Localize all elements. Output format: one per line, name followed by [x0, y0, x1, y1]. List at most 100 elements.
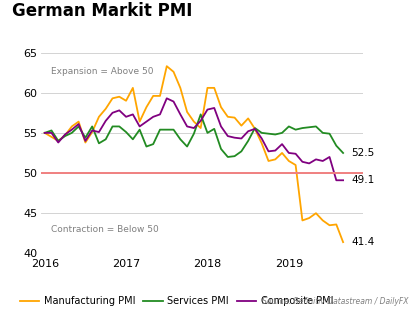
- Services PMI: [191, 132, 196, 136]
- Manufacturing PMI: [76, 120, 81, 124]
- Services PMI: [69, 131, 74, 135]
- Services PMI: [266, 132, 271, 136]
- Text: German Markit PMI: German Markit PMI: [12, 2, 193, 19]
- Composite PMI: [198, 119, 203, 123]
- Manufacturing PMI: [62, 133, 67, 137]
- Services PMI: [171, 128, 176, 132]
- Services PMI: [83, 136, 88, 140]
- Services PMI: [252, 126, 257, 130]
- Composite PMI: [56, 141, 61, 144]
- Services PMI: [164, 128, 169, 132]
- Composite PMI: [300, 160, 305, 164]
- Manufacturing PMI: [259, 142, 264, 145]
- Composite PMI: [157, 112, 162, 116]
- Services PMI: [42, 131, 47, 135]
- Composite PMI: [320, 159, 325, 163]
- Text: 52.5: 52.5: [351, 148, 375, 158]
- Composite PMI: [212, 106, 217, 110]
- Manufacturing PMI: [300, 218, 305, 222]
- Services PMI: [178, 138, 183, 141]
- Text: 41.4: 41.4: [351, 237, 375, 247]
- Manufacturing PMI: [56, 139, 61, 143]
- Services PMI: [62, 134, 67, 138]
- Services PMI: [286, 125, 291, 128]
- Manufacturing PMI: [171, 70, 176, 74]
- Composite PMI: [151, 115, 156, 119]
- Composite PMI: [185, 125, 190, 128]
- Manufacturing PMI: [218, 105, 223, 109]
- Services PMI: [131, 138, 135, 141]
- Services PMI: [327, 132, 332, 136]
- Legend: Manufacturing PMI, Services PMI, Composite PMI: Manufacturing PMI, Services PMI, Composi…: [16, 292, 337, 309]
- Services PMI: [144, 145, 149, 148]
- Services PMI: [212, 127, 217, 131]
- Manufacturing PMI: [334, 222, 339, 226]
- Composite PMI: [191, 126, 196, 130]
- Manufacturing PMI: [137, 120, 142, 124]
- Manufacturing PMI: [191, 120, 196, 124]
- Text: Expansion = Above 50: Expansion = Above 50: [51, 66, 154, 76]
- Text: 49.1: 49.1: [351, 175, 375, 185]
- Manufacturing PMI: [307, 216, 312, 220]
- Composite PMI: [83, 139, 88, 143]
- Services PMI: [198, 112, 203, 116]
- Services PMI: [90, 125, 95, 128]
- Manufacturing PMI: [246, 116, 251, 120]
- Manufacturing PMI: [327, 223, 332, 227]
- Line: Composite PMI: Composite PMI: [45, 98, 343, 180]
- Composite PMI: [218, 125, 223, 128]
- Manufacturing PMI: [144, 105, 149, 109]
- Manufacturing PMI: [280, 151, 285, 155]
- Manufacturing PMI: [69, 125, 74, 128]
- Manufacturing PMI: [123, 99, 128, 103]
- Composite PMI: [334, 178, 339, 182]
- Composite PMI: [117, 108, 122, 112]
- Services PMI: [259, 131, 264, 135]
- Manufacturing PMI: [293, 163, 298, 167]
- Composite PMI: [205, 108, 210, 112]
- Services PMI: [341, 151, 346, 155]
- Manufacturing PMI: [90, 130, 95, 134]
- Composite PMI: [341, 178, 346, 182]
- Composite PMI: [62, 133, 67, 136]
- Composite PMI: [252, 127, 257, 131]
- Manufacturing PMI: [42, 131, 47, 135]
- Manufacturing PMI: [320, 218, 325, 222]
- Services PMI: [232, 154, 237, 158]
- Manufacturing PMI: [225, 115, 230, 119]
- Composite PMI: [273, 149, 278, 152]
- Services PMI: [307, 125, 312, 129]
- Text: Source: Refinitiv Datastream / DailyFX: Source: Refinitiv Datastream / DailyFX: [262, 297, 409, 306]
- Manufacturing PMI: [205, 86, 210, 90]
- Manufacturing PMI: [151, 94, 156, 98]
- Composite PMI: [90, 129, 95, 132]
- Manufacturing PMI: [178, 86, 183, 90]
- Manufacturing PMI: [313, 211, 318, 215]
- Services PMI: [137, 128, 142, 132]
- Services PMI: [293, 128, 298, 132]
- Composite PMI: [42, 131, 47, 135]
- Manufacturing PMI: [341, 240, 346, 244]
- Manufacturing PMI: [266, 159, 271, 163]
- Services PMI: [218, 147, 223, 151]
- Manufacturing PMI: [131, 86, 135, 90]
- Services PMI: [117, 125, 122, 128]
- Composite PMI: [164, 96, 169, 100]
- Manufacturing PMI: [110, 96, 115, 100]
- Line: Manufacturing PMI: Manufacturing PMI: [45, 66, 343, 242]
- Composite PMI: [232, 136, 237, 140]
- Composite PMI: [144, 120, 149, 124]
- Services PMI: [185, 145, 190, 148]
- Manufacturing PMI: [97, 115, 102, 119]
- Manufacturing PMI: [164, 64, 169, 68]
- Services PMI: [56, 139, 61, 143]
- Composite PMI: [307, 162, 312, 165]
- Services PMI: [246, 139, 251, 143]
- Manufacturing PMI: [185, 110, 190, 114]
- Manufacturing PMI: [103, 107, 108, 111]
- Composite PMI: [103, 119, 108, 123]
- Composite PMI: [76, 122, 81, 126]
- Composite PMI: [97, 130, 102, 134]
- Composite PMI: [137, 125, 142, 128]
- Services PMI: [273, 133, 278, 136]
